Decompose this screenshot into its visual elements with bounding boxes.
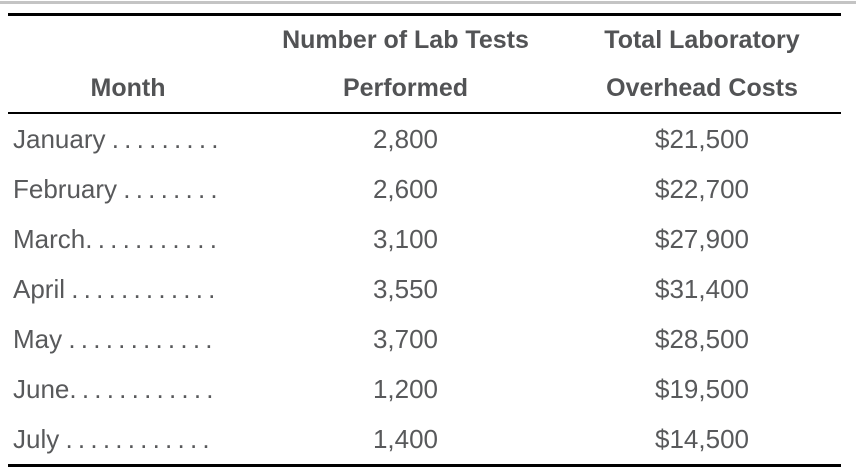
header-month-label: Month: [90, 74, 166, 102]
dot-leader: . . . . . . . .: [117, 173, 217, 204]
header-tests: Number of Lab Tests Performed: [248, 14, 563, 114]
table-header: Month Number of Lab Tests Performed Tota…: [8, 14, 841, 114]
table-row: January . . . . . . . . . 2,800 $21,500: [8, 113, 841, 164]
tests-value: 3,700: [372, 323, 439, 354]
header-row: Month Number of Lab Tests Performed Tota…: [8, 14, 841, 114]
dot-leader: . . . . . . . . . . . .: [65, 273, 215, 304]
month-label: July: [13, 423, 60, 454]
top-divider-line: [0, 1, 856, 4]
month-label: March: [13, 223, 86, 254]
cost-value: $19,500: [655, 373, 749, 404]
header-tests-line1: Number of Lab Tests: [282, 26, 529, 54]
month-label: May: [13, 323, 63, 354]
cost-value: $27,900: [655, 223, 749, 254]
header-month: Month: [8, 14, 248, 114]
month-cell: June. . . . . . . . . . . .: [8, 364, 248, 414]
table-row: April . . . . . . . . . . . . 3,550 $31,…: [8, 264, 841, 314]
lab-costs-table: Month Number of Lab Tests Performed Tota…: [8, 13, 841, 467]
table-body: January . . . . . . . . . 2,800 $21,500 …: [8, 113, 841, 466]
header-costs: Total Laboratory Overhead Costs: [563, 14, 841, 114]
dot-leader: . . . . . . . . . . . .: [69, 373, 213, 404]
table-row: February . . . . . . . . 2,600 $22,700: [8, 164, 841, 214]
table-row: July . . . . . . . . . . . . 1,400 $14,5…: [8, 414, 841, 466]
table-row: June. . . . . . . . . . . . 1,200 $19,50…: [8, 364, 841, 414]
month-cell: February . . . . . . . .: [8, 164, 248, 214]
cost-value: $21,500: [655, 123, 749, 154]
month-label: April: [13, 273, 66, 304]
header-costs-line2: Overhead Costs: [606, 74, 798, 102]
month-label: February: [13, 173, 118, 204]
table-row: March. . . . . . . . . . . 3,100 $27,900: [8, 214, 841, 264]
table-row: May . . . . . . . . . . . . 3,700 $28,50…: [8, 314, 841, 364]
tests-value: 3,100: [372, 223, 439, 254]
dot-leader: . . . . . . . . . . . .: [62, 323, 212, 354]
month-label: June: [13, 373, 70, 404]
cost-value: $14,500: [655, 423, 749, 454]
month-cell: January . . . . . . . . .: [8, 113, 248, 164]
tests-value: 2,600: [372, 173, 439, 204]
month-cell: July . . . . . . . . . . . .: [8, 414, 248, 466]
cost-value: $28,500: [655, 323, 749, 354]
header-costs-line1: Total Laboratory: [604, 26, 800, 54]
month-label: January: [13, 123, 106, 154]
dot-leader: . . . . . . . . .: [105, 123, 219, 154]
lab-costs-table-container: Month Number of Lab Tests Performed Tota…: [8, 13, 841, 467]
dot-leader: . . . . . . . . . . . .: [59, 423, 209, 454]
dot-leader: . . . . . . . . . . .: [85, 223, 217, 254]
month-cell: March. . . . . . . . . . .: [8, 214, 248, 264]
tests-value: 1,200: [372, 373, 439, 404]
tests-value: 1,400: [372, 423, 439, 454]
month-cell: April . . . . . . . . . . . .: [8, 264, 248, 314]
tests-value: 3,550: [372, 273, 439, 304]
tests-value: 2,800: [372, 123, 439, 154]
cost-value: $31,400: [655, 273, 749, 304]
month-cell: May . . . . . . . . . . . .: [8, 314, 248, 364]
cost-value: $22,700: [655, 173, 749, 204]
header-tests-line2: Performed: [342, 74, 469, 102]
